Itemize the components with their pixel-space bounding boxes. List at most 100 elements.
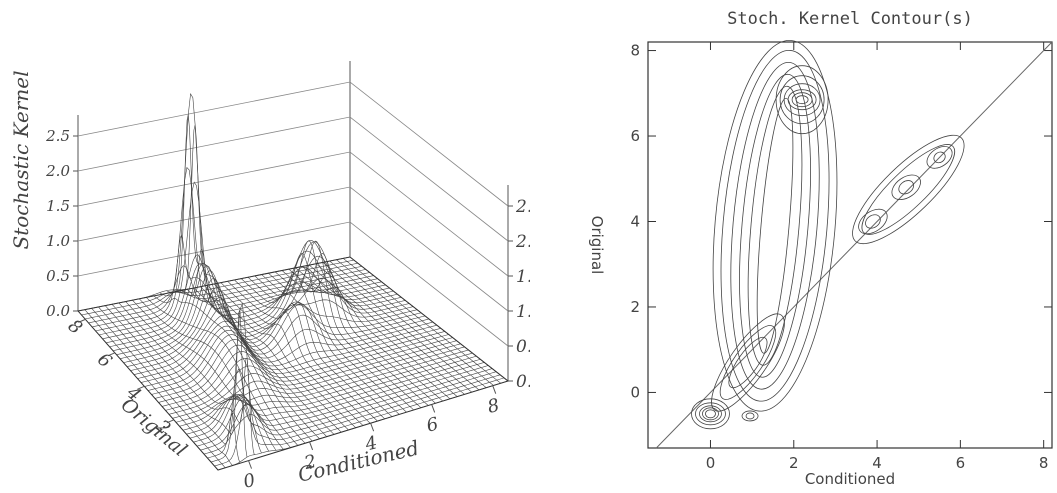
z-tick-label-left: 1.5 bbox=[46, 197, 70, 215]
z-tick-label-left: 0.5 bbox=[46, 267, 70, 285]
x-tick-label: 2 bbox=[789, 454, 799, 472]
y-tick-label: 8 bbox=[630, 42, 640, 60]
mesh-line bbox=[159, 234, 306, 444]
surface-plot: 0.0 0.0 0.5 0.5 1.0 1.0 1.5 1.5 2.0 2.0 2.5 2.5 0 2 4 6… bbox=[9, 61, 530, 493]
y-tick-label: 6 bbox=[93, 349, 115, 372]
chain-contour bbox=[926, 146, 953, 169]
x-tick-label: 0 bbox=[706, 454, 716, 472]
x-tick-label: 6 bbox=[425, 414, 441, 437]
y-tick bbox=[137, 385, 145, 390]
y-tick-label: 4 bbox=[630, 212, 640, 230]
mesh-line bbox=[295, 267, 451, 400]
surface-mesh bbox=[77, 92, 509, 471]
bottom-peak-contour bbox=[691, 398, 730, 430]
chain-contour bbox=[858, 208, 888, 235]
diagonal-line bbox=[655, 41, 1053, 449]
bottom-peak-contour bbox=[702, 407, 719, 421]
mesh-line bbox=[193, 287, 342, 433]
bottom-peak-contour bbox=[705, 409, 716, 419]
x-tick bbox=[370, 422, 375, 432]
z-tick-label-right: 2.5 bbox=[515, 197, 530, 217]
top-peak-contour bbox=[783, 83, 821, 117]
x-tick-label: 4 bbox=[362, 432, 379, 455]
z-tick-label-right: 1.5 bbox=[516, 267, 530, 287]
mesh-line bbox=[336, 259, 494, 386]
y-tick-label: 0 bbox=[630, 383, 640, 401]
x-axis-label: Conditioned bbox=[805, 470, 895, 488]
x-tick-label: 8 bbox=[486, 395, 502, 418]
x-tick-label: 0 bbox=[241, 470, 257, 493]
mesh-line bbox=[91, 308, 233, 466]
z-gridline bbox=[77, 116, 509, 242]
mesh-line bbox=[213, 283, 364, 426]
y-axis-label: Original bbox=[588, 216, 606, 275]
ridge-contour bbox=[720, 49, 830, 402]
z-gridline bbox=[77, 221, 509, 347]
z-tick-label-right: 0.5 bbox=[516, 337, 530, 357]
mesh-line bbox=[111, 304, 255, 455]
mesh-line bbox=[220, 282, 371, 424]
satellite-contour bbox=[745, 412, 755, 420]
chain-outer-contour bbox=[852, 134, 965, 245]
top-peak-contour bbox=[795, 95, 809, 105]
z-tick-label-left: 1.0 bbox=[46, 232, 70, 250]
mesh-line bbox=[227, 281, 378, 422]
top-peak-contour bbox=[775, 65, 829, 135]
z-axis-label: Stochastic Kernel bbox=[9, 71, 33, 250]
base-outline bbox=[77, 256, 510, 471]
x-tick-label: 2 bbox=[301, 451, 318, 474]
mesh-line bbox=[240, 278, 393, 417]
top-peak-contour bbox=[787, 89, 817, 111]
top-peak-contour bbox=[791, 92, 813, 108]
mesh-line bbox=[281, 270, 436, 404]
chain-contour bbox=[891, 174, 921, 201]
mesh-line bbox=[234, 279, 385, 420]
contour-plot: Stoch. Kernel Contour(s) 0 2 4 6 8 0 2 4 6 8 Condit… bbox=[588, 9, 1053, 488]
mesh-line bbox=[206, 285, 356, 428]
y-tick bbox=[78, 318, 86, 323]
x-tick bbox=[431, 404, 436, 413]
mesh-line bbox=[138, 298, 284, 450]
ridge-contour bbox=[730, 61, 820, 390]
mesh-line bbox=[254, 253, 407, 413]
mesh-line bbox=[173, 124, 320, 439]
chain-contour bbox=[933, 151, 946, 164]
z-tick-label-left: 2.5 bbox=[45, 127, 70, 145]
ridge-contour bbox=[739, 73, 811, 378]
contour-title: Stoch. Kernel Contour(s) bbox=[727, 9, 973, 29]
mesh-line bbox=[268, 240, 422, 408]
mesh-line bbox=[315, 263, 472, 393]
mesh-line bbox=[247, 273, 400, 415]
y-tick-label: 2 bbox=[630, 298, 640, 316]
x-tick bbox=[248, 460, 252, 469]
x-tick bbox=[309, 441, 314, 451]
ridge-contour bbox=[756, 97, 794, 354]
mesh-line bbox=[166, 114, 313, 442]
ridge-contour bbox=[712, 40, 838, 412]
x-axis-label: Conditioned bbox=[296, 436, 422, 487]
x-tick bbox=[492, 385, 497, 394]
mesh-line bbox=[329, 260, 487, 388]
mesh-line bbox=[275, 253, 429, 406]
plot-frame bbox=[647, 41, 1053, 449]
z-gridline bbox=[77, 81, 509, 207]
x-tick-label: 6 bbox=[956, 454, 966, 472]
tail-contour bbox=[711, 313, 785, 412]
top-peak-contour bbox=[779, 75, 825, 125]
mesh-line bbox=[309, 264, 465, 395]
mesh-line bbox=[125, 301, 270, 452]
y-tick bbox=[166, 419, 174, 424]
mesh-line bbox=[200, 286, 349, 431]
mesh-line bbox=[84, 309, 226, 468]
chain-contour bbox=[865, 214, 881, 229]
mesh-line bbox=[145, 296, 291, 448]
mesh-line bbox=[179, 248, 327, 437]
z-tick-label-left: 2.0 bbox=[45, 162, 70, 180]
x-tick-label: 8 bbox=[1039, 454, 1049, 472]
z-tick-label-right: 2.0 bbox=[515, 232, 530, 252]
chain-outer-contour bbox=[861, 144, 956, 235]
x-tick-label: 4 bbox=[872, 454, 882, 472]
chain-contour bbox=[898, 180, 915, 195]
tail-contour bbox=[728, 336, 768, 389]
mesh-line bbox=[302, 266, 458, 397]
